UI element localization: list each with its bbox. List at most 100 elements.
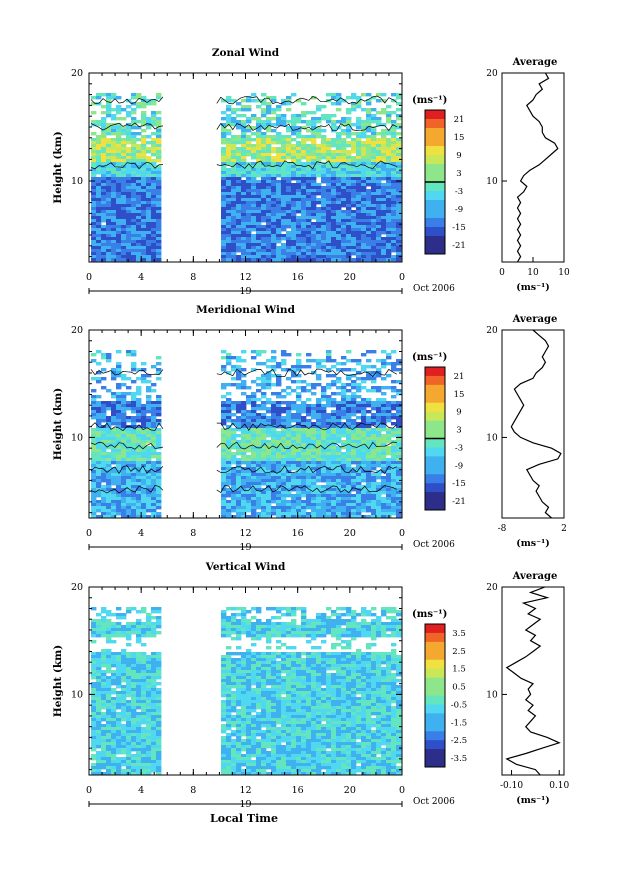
heatmap-cell: [231, 509, 237, 513]
heatmap-cell: [356, 243, 362, 247]
heatmap-cell: [251, 150, 257, 154]
heatmap-cell: [101, 434, 107, 438]
heatmap-cell: [231, 222, 237, 226]
heatmap-cell: [226, 249, 232, 253]
heatmap-cell: [316, 470, 322, 474]
heatmap-cell: [376, 210, 382, 214]
heatmap-cell: [326, 374, 332, 378]
heatmap-cell: [351, 96, 357, 100]
heatmap-cell: [386, 237, 392, 241]
heatmap-cell: [226, 123, 232, 127]
heatmap-cell: [221, 419, 227, 423]
heatmap-cell: [241, 207, 247, 211]
heatmap-cell: [371, 440, 377, 444]
heatmap-cell: [331, 446, 337, 450]
heatmap-cell: [116, 228, 122, 232]
heatmap-cell: [351, 413, 357, 417]
heatmap-cell: [341, 255, 347, 259]
heatmap-cell: [281, 204, 287, 208]
heatmap-cell: [111, 252, 117, 256]
heatmap-cell: [111, 509, 117, 513]
heatmap-cell: [396, 96, 402, 100]
heatmap-cell: [121, 228, 127, 232]
heatmap-cell: [311, 455, 317, 459]
heatmap-cell: [221, 395, 227, 399]
heatmap-cell: [366, 449, 372, 453]
heatmap-cell: [316, 210, 322, 214]
heatmap-cell: [331, 434, 337, 438]
heatmap-cell: [326, 383, 332, 387]
heatmap-cell: [321, 249, 327, 253]
heatmap-cell: [251, 225, 257, 229]
heatmap-cell: [346, 177, 352, 181]
heatmap-cell: [256, 201, 262, 205]
heatmap-cell: [351, 497, 357, 501]
heatmap-cell: [156, 255, 162, 259]
heatmap-cell: [356, 249, 362, 253]
heatmap-cell: [131, 473, 137, 477]
heatmap-cell: [301, 461, 307, 465]
heatmap-cell: [381, 398, 387, 402]
heatmap-cell: [126, 440, 132, 444]
heatmap-cell: [396, 449, 402, 453]
heatmap-cell: [236, 476, 242, 480]
heatmap-cell: [296, 216, 302, 220]
heatmap-cell: [141, 610, 147, 614]
contour-line: [90, 484, 164, 494]
heatmap-cell: [371, 174, 377, 178]
heatmap-cell: [311, 183, 317, 187]
heatmap-cell: [286, 509, 292, 513]
heatmap-cell: [276, 461, 282, 465]
heatmap-cell: [116, 222, 122, 226]
heatmap-cell: [156, 515, 162, 519]
heatmap-cell: [371, 458, 377, 462]
heatmap-cell: [231, 422, 237, 426]
heatmap-cell: [336, 368, 342, 372]
heatmap-cell: [361, 165, 367, 169]
heatmap-cell: [296, 392, 302, 396]
heatmap-cell: [141, 96, 147, 100]
heatmap-cell: [146, 449, 152, 453]
heatmap-cell: [291, 407, 297, 411]
heatmap-cell: [361, 159, 367, 163]
heatmap-cell: [291, 485, 297, 489]
heatmap-cell: [331, 126, 337, 130]
heatmap-cell: [256, 174, 262, 178]
heatmap-cell: [366, 446, 372, 450]
heatmap-cell: [376, 177, 382, 181]
heatmap-cell: [226, 482, 232, 486]
heatmap-cell: [151, 497, 157, 501]
heatmap-cell: [231, 452, 237, 456]
heatmap-cell: [346, 431, 352, 435]
heatmap-cell: [111, 374, 117, 378]
heatmap-cell: [121, 446, 127, 450]
heatmap-cell: [361, 255, 367, 259]
heatmap-cell: [306, 177, 312, 181]
heatmap-cell: [151, 147, 157, 151]
heatmap-cell: [121, 195, 127, 199]
heatmap-cell: [236, 165, 242, 169]
heatmap-cell: [91, 189, 97, 193]
heatmap-cell: [116, 404, 122, 408]
heatmap-cell: [266, 141, 272, 145]
heatmap-cell: [276, 252, 282, 256]
heatmap-cell: [336, 189, 342, 193]
heatmap-cell: [376, 455, 382, 459]
heatmap-cell: [96, 404, 102, 408]
heatmap-cell: [316, 413, 322, 417]
contour-line: [216, 441, 397, 450]
heatmap-cell: [116, 386, 122, 390]
heatmap-cell: [396, 210, 402, 214]
heatmap-cell: [331, 455, 337, 459]
heatmap-cell: [376, 449, 382, 453]
y-tick-label: 20: [71, 68, 83, 79]
heatmap-cell: [106, 186, 112, 190]
heatmap-cell: [271, 204, 277, 208]
heatmap-cell: [96, 123, 102, 127]
heatmap-cell: [366, 485, 372, 489]
heatmap-cell: [101, 237, 107, 241]
heatmap-cell: [311, 506, 317, 510]
heatmap-cell: [226, 476, 232, 480]
heatmap-cell: [346, 377, 352, 381]
heatmap-cell: [356, 177, 362, 181]
